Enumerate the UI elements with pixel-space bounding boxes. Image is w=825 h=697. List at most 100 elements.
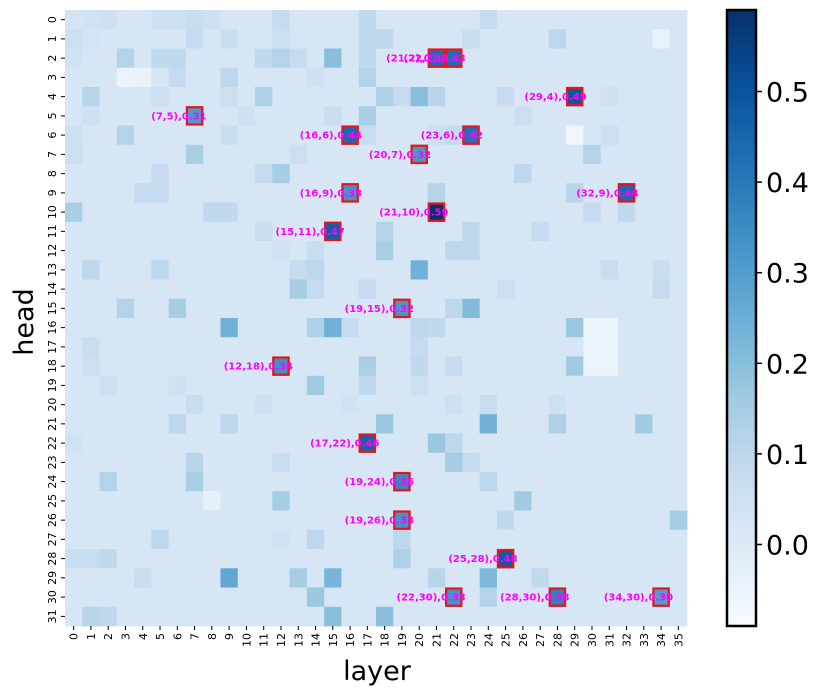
heatmap-cell xyxy=(65,183,83,203)
heatmap-cell xyxy=(65,491,83,511)
heatmap-cell xyxy=(134,510,152,531)
heatmap-cell xyxy=(583,606,602,627)
heatmap-cell xyxy=(600,29,619,49)
heatmap-cell xyxy=(635,375,653,396)
heatmap-cell xyxy=(410,106,429,126)
heatmap-cell xyxy=(358,279,377,300)
heatmap-cell xyxy=(669,414,688,434)
heatmap-cell xyxy=(410,260,429,280)
heatmap-cell xyxy=(185,202,204,223)
heatmap-cell xyxy=(99,472,118,492)
heatmap-cell xyxy=(99,67,118,88)
heatmap-cell xyxy=(358,414,377,434)
x-tick-label: 33 xyxy=(638,633,651,647)
heatmap-cell xyxy=(168,452,187,473)
heatmap-cell xyxy=(203,356,221,377)
heatmap-cell xyxy=(427,279,446,300)
heatmap-cell xyxy=(99,260,118,280)
heatmap-cell xyxy=(583,202,602,223)
heatmap-cell xyxy=(65,29,83,49)
heatmap-cell xyxy=(289,106,308,126)
heatmap-cell xyxy=(583,472,602,492)
heatmap-cell xyxy=(220,241,239,261)
heatmap-cell xyxy=(185,587,204,608)
heatmap-cell xyxy=(237,587,256,608)
heatmap-cell xyxy=(410,10,429,30)
heatmap-cell xyxy=(617,549,636,569)
heatmap-cell xyxy=(445,395,463,415)
heatmap-cell xyxy=(496,491,515,511)
heatmap-cell xyxy=(168,260,187,280)
heatmap-cell xyxy=(669,318,688,338)
heatmap-cell xyxy=(324,549,342,569)
heatmap-cell xyxy=(203,164,221,184)
heatmap-cell xyxy=(358,337,377,357)
heatmap-cell xyxy=(669,183,688,203)
x-tick-label: 7 xyxy=(189,633,202,640)
heatmap-cell xyxy=(237,549,256,569)
heatmap-cell xyxy=(635,452,653,473)
heatmap-cell xyxy=(462,106,481,126)
heatmap-cell xyxy=(341,433,360,454)
heatmap-cell xyxy=(289,549,308,569)
heatmap-cell xyxy=(272,529,291,550)
heatmap-cell xyxy=(669,433,688,454)
heatmap-cell xyxy=(445,279,463,300)
heatmap-cell xyxy=(324,10,342,30)
heatmap-cell xyxy=(203,144,221,165)
heatmap-cell xyxy=(548,10,567,30)
heatmap-cell xyxy=(220,318,239,338)
heatmap-cell xyxy=(376,568,394,588)
heatmap-cell xyxy=(669,587,688,608)
heatmap-cell xyxy=(151,221,170,242)
heatmap-cell xyxy=(566,587,584,608)
annotations: (21,2),0.43(22,2),0.43 (29,4),0.49 (7,5),0… xyxy=(151,54,673,604)
heatmap-cell xyxy=(376,183,394,203)
heatmap-cell xyxy=(151,606,170,627)
heatmap-cell xyxy=(617,67,636,88)
heatmap-cell xyxy=(99,144,118,165)
heatmap-cell xyxy=(427,433,446,454)
heatmap-cell xyxy=(531,202,550,223)
heatmap-cell xyxy=(65,549,83,569)
annotation-label: (34,30),0.30 xyxy=(604,593,673,604)
x-tick-label: 20 xyxy=(413,633,426,647)
heatmap-cell xyxy=(341,472,360,492)
heatmap-cell xyxy=(531,318,550,338)
heatmap-cell xyxy=(82,472,100,492)
highlight-box xyxy=(445,587,463,607)
heatmap-cell xyxy=(635,414,653,434)
heatmap-cell xyxy=(462,433,481,454)
heatmap-cell xyxy=(410,298,429,319)
heatmap-cell xyxy=(289,587,308,608)
heatmap-cell xyxy=(635,395,653,415)
heatmap-cell xyxy=(289,568,308,588)
heatmap-cell xyxy=(237,491,256,511)
heatmap-cell xyxy=(445,472,463,492)
annotation-label: (22,2),0.43 xyxy=(403,54,465,65)
heatmap-cell xyxy=(289,452,308,473)
heatmap-cell xyxy=(652,48,671,69)
heatmap-cell xyxy=(376,279,394,300)
heatmap-cell xyxy=(185,67,204,88)
heatmap-cell xyxy=(393,183,411,203)
heatmap-cell xyxy=(479,106,498,126)
heatmap-cell xyxy=(462,452,481,473)
heatmap-cell xyxy=(82,48,100,69)
heatmap-cell xyxy=(272,67,291,88)
heatmap-cell xyxy=(617,29,636,49)
heatmap-cell xyxy=(116,433,135,454)
heatmap-cell xyxy=(82,260,100,280)
heatmap-cell xyxy=(99,279,118,300)
heatmap-cell xyxy=(185,10,204,30)
heatmap-cell xyxy=(255,67,273,88)
heatmap-cell xyxy=(324,568,342,588)
heatmap-cell xyxy=(203,202,221,223)
x-tick-label: 23 xyxy=(465,633,478,647)
heatmap-cell xyxy=(82,125,100,146)
heatmap-cell xyxy=(617,87,636,107)
heatmap-cell xyxy=(168,356,187,377)
heatmap-cell xyxy=(220,298,239,319)
heatmap-cell xyxy=(410,568,429,588)
